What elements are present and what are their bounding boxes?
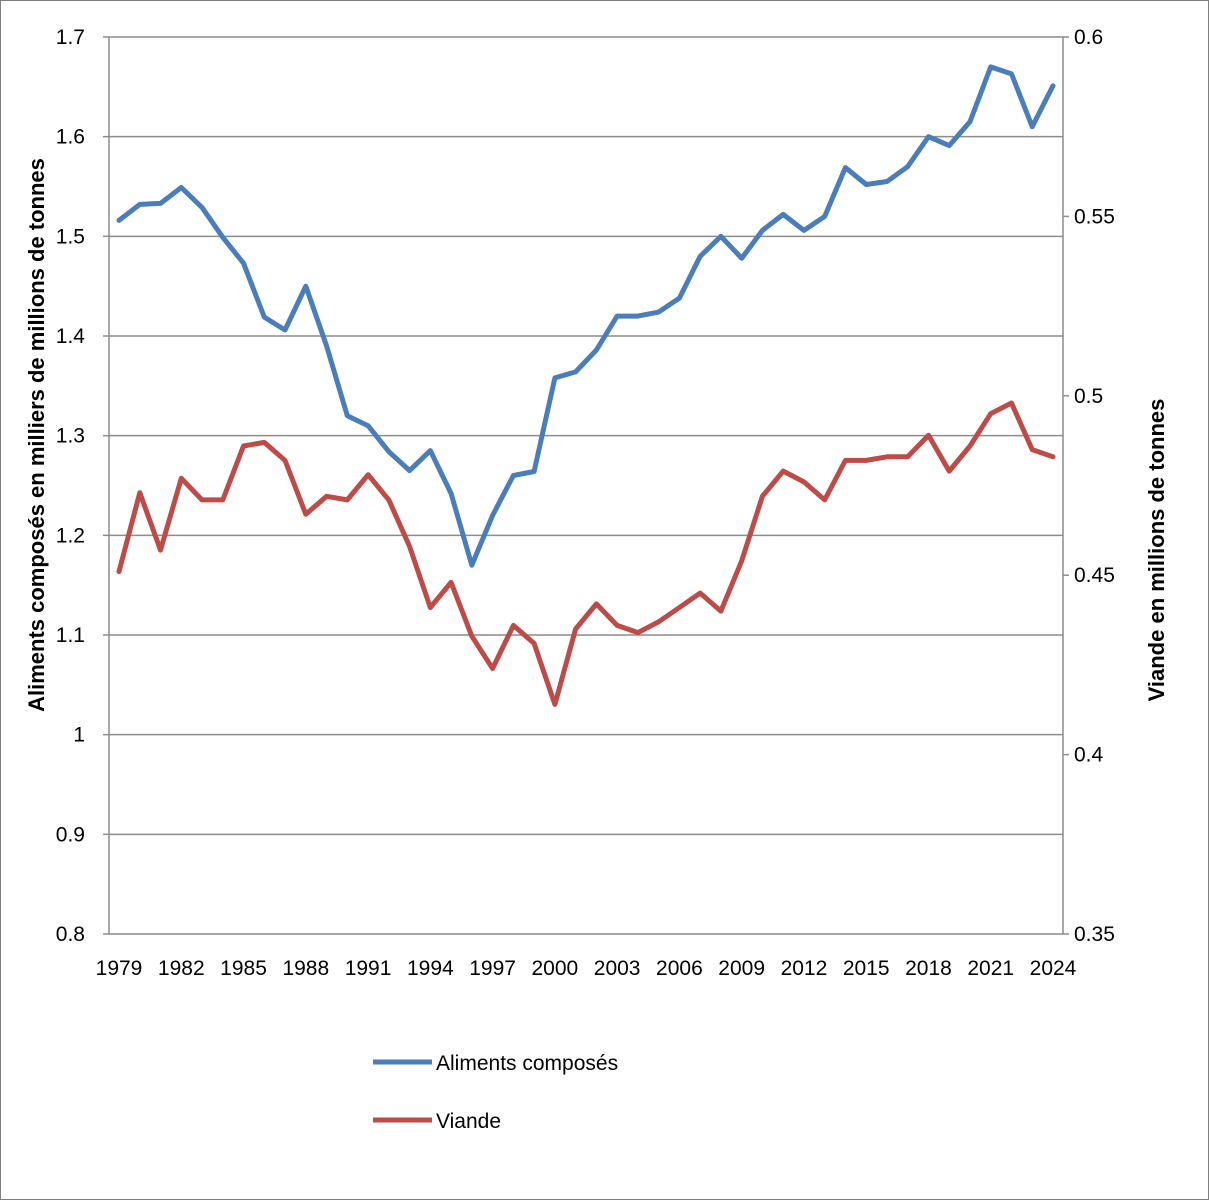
legend: Aliments composés Viande (373, 1052, 618, 1133)
x-tick-label: 1982 (158, 957, 205, 980)
x-tick-label: 2006 (656, 957, 703, 980)
legend-label-aliments: Aliments composés (436, 1052, 618, 1075)
left-axis-tick-labels: 0.8 0.9 1 1.1 1.2 1.3 1.4 1.5 1.6 1.7 (56, 26, 86, 946)
x-tick-label: 1988 (282, 957, 329, 980)
x-tick-label: 2015 (843, 957, 890, 980)
x-tick-label: 2012 (781, 957, 828, 980)
right-axis-tick-labels: 0.35 0.4 0.45 0.5 0.55 0.6 (1074, 26, 1115, 946)
right-tick-label: 0.35 (1074, 923, 1115, 946)
series-line-viande (116, 400, 1056, 707)
right-tick-label: 0.55 (1074, 205, 1115, 228)
left-tick-label: 1 (73, 724, 85, 747)
left-tick-label: 1.1 (56, 624, 85, 647)
x-tick-label: 2009 (718, 957, 765, 980)
left-tick-label: 0.9 (56, 823, 85, 846)
x-axis-tick-labels: 1979 1982 1985 1988 1991 1994 1997 2000 2003 2006… (96, 957, 1077, 980)
x-tick-label: 1994 (407, 957, 454, 980)
x-tick-label: 2021 (967, 957, 1014, 980)
right-tick-label: 0.45 (1074, 564, 1115, 587)
right-tick-label: 0.4 (1074, 744, 1104, 767)
left-tick-label: 1.3 (56, 425, 85, 448)
right-tick-label: 0.6 (1074, 26, 1103, 49)
left-tick-label: 1.2 (56, 524, 85, 547)
series-line-aliments (116, 64, 1056, 568)
left-tick-label: 1.4 (56, 325, 86, 348)
x-tick-label: 2018 (905, 957, 952, 980)
x-tick-label: 1997 (469, 957, 516, 980)
right-axis-title: Viande en millions de tonnes (1144, 399, 1169, 702)
series-lines (116, 64, 1056, 707)
left-axis-title: Aliments composés en milliers de million… (24, 158, 49, 712)
x-tick-label: 1979 (96, 957, 143, 980)
x-tick-label: 1991 (345, 957, 392, 980)
legend-label-viande: Viande (436, 1110, 501, 1133)
right-tick-label: 0.5 (1074, 385, 1103, 408)
x-tick-label: 2024 (1030, 957, 1077, 980)
gridlines (103, 36, 1069, 935)
axes (108, 37, 1064, 935)
left-tick-label: 1.5 (56, 225, 85, 248)
x-tick-label: 1985 (220, 957, 267, 980)
left-tick-label: 0.8 (56, 923, 85, 946)
left-tick-label: 1.7 (56, 26, 85, 49)
x-tick-label: 2003 (594, 957, 641, 980)
left-tick-label: 1.6 (56, 126, 85, 149)
x-tick-label: 2000 (532, 957, 579, 980)
